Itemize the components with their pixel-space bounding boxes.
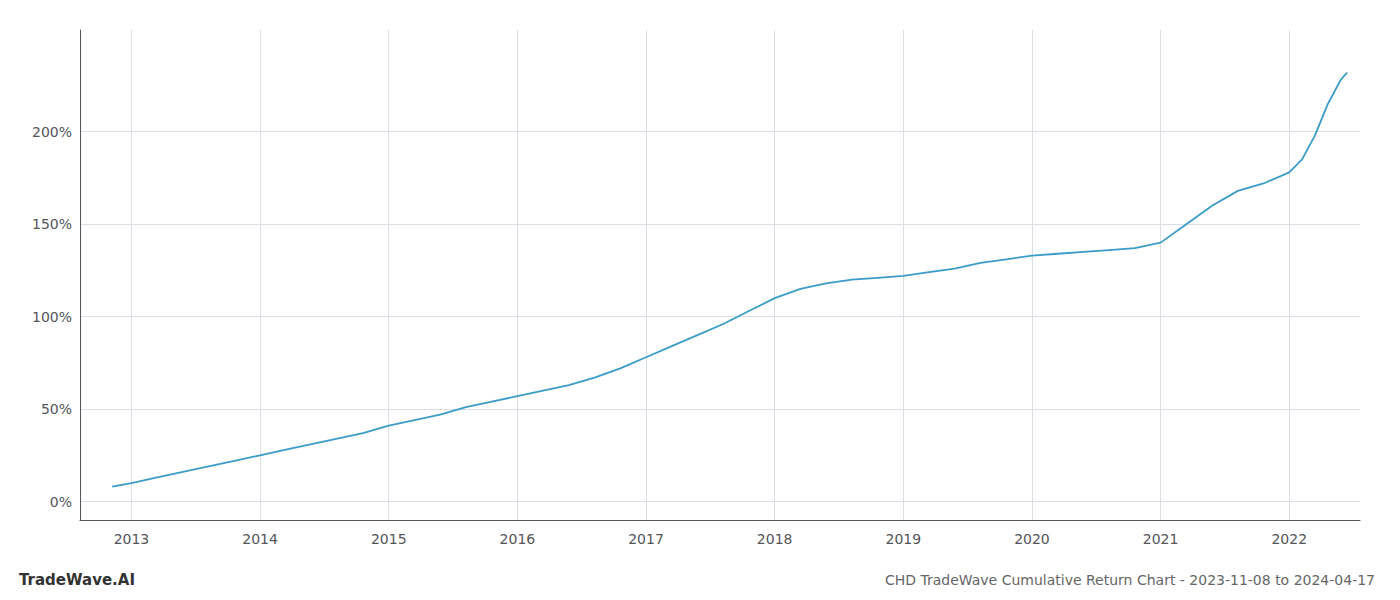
svg-text:2016: 2016 xyxy=(500,531,536,547)
svg-text:0%: 0% xyxy=(50,494,72,510)
svg-text:2021: 2021 xyxy=(1143,531,1179,547)
svg-text:TradeWave.AI: TradeWave.AI xyxy=(19,571,135,589)
svg-text:2018: 2018 xyxy=(757,531,793,547)
svg-text:100%: 100% xyxy=(32,309,72,325)
svg-text:2015: 2015 xyxy=(371,531,407,547)
svg-text:2022: 2022 xyxy=(1271,531,1307,547)
svg-text:50%: 50% xyxy=(41,401,72,417)
svg-text:200%: 200% xyxy=(32,124,72,140)
svg-text:2020: 2020 xyxy=(1014,531,1050,547)
svg-text:2019: 2019 xyxy=(885,531,921,547)
svg-text:2017: 2017 xyxy=(628,531,664,547)
svg-text:2014: 2014 xyxy=(242,531,278,547)
svg-text:2013: 2013 xyxy=(114,531,150,547)
svg-text:CHD TradeWave Cumulative Retur: CHD TradeWave Cumulative Return Chart - … xyxy=(885,572,1375,588)
svg-text:150%: 150% xyxy=(32,216,72,232)
